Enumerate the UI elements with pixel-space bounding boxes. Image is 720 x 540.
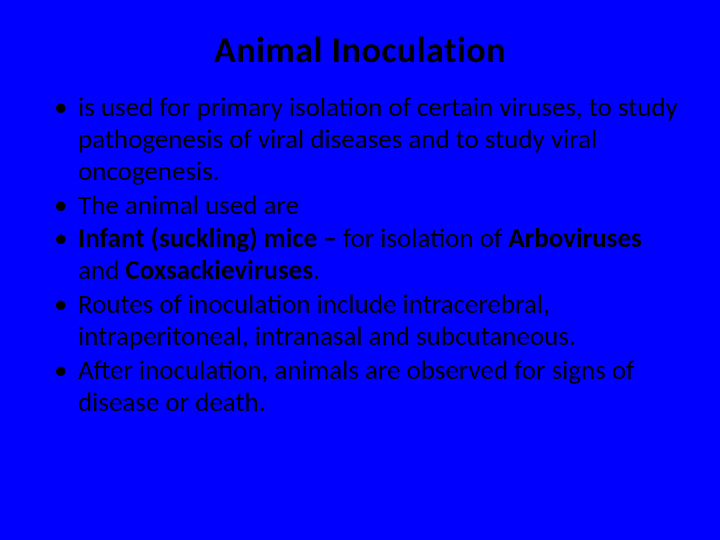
text-run: After inoculation, animals are observed … — [78, 354, 634, 419]
text-run: is used for primary isolation of certain… — [78, 91, 678, 188]
text-run: for isolation of — [343, 222, 508, 255]
list-item: Routes of inoculation include intracereb… — [50, 289, 680, 353]
text-run: Infant (suckling) mice – — [78, 222, 343, 255]
slide: Animal Inoculation is used for primary i… — [0, 0, 720, 540]
text-run: . — [313, 254, 320, 287]
text-run: and — [78, 254, 125, 287]
list-item: The animal used are — [50, 190, 680, 222]
text-run: Arboviruses — [508, 222, 642, 255]
bullet-list: is used for primary isolation of certain… — [40, 92, 680, 419]
list-item: After inoculation, animals are observed … — [50, 355, 680, 419]
slide-title: Animal Inoculation — [40, 28, 680, 72]
text-run: The animal used are — [78, 189, 299, 222]
list-item: Infant (suckling) mice – for isolation o… — [50, 223, 680, 287]
text-run: Routes of inoculation include intracereb… — [78, 288, 576, 353]
list-item: is used for primary isolation of certain… — [50, 92, 680, 188]
text-run: Coxsackieviruses — [125, 254, 313, 287]
